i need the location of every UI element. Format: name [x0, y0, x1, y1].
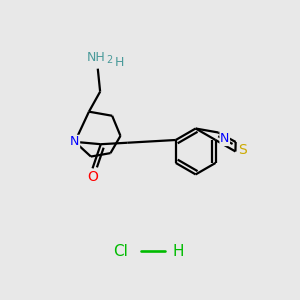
Text: 2: 2: [106, 55, 112, 64]
Text: S: S: [238, 143, 247, 157]
Text: N: N: [220, 133, 230, 146]
Text: Cl: Cl: [113, 244, 128, 259]
Text: N: N: [70, 135, 80, 148]
Text: H: H: [114, 56, 124, 69]
Text: H: H: [172, 244, 184, 259]
Text: NH: NH: [87, 51, 106, 64]
Text: O: O: [87, 169, 98, 184]
